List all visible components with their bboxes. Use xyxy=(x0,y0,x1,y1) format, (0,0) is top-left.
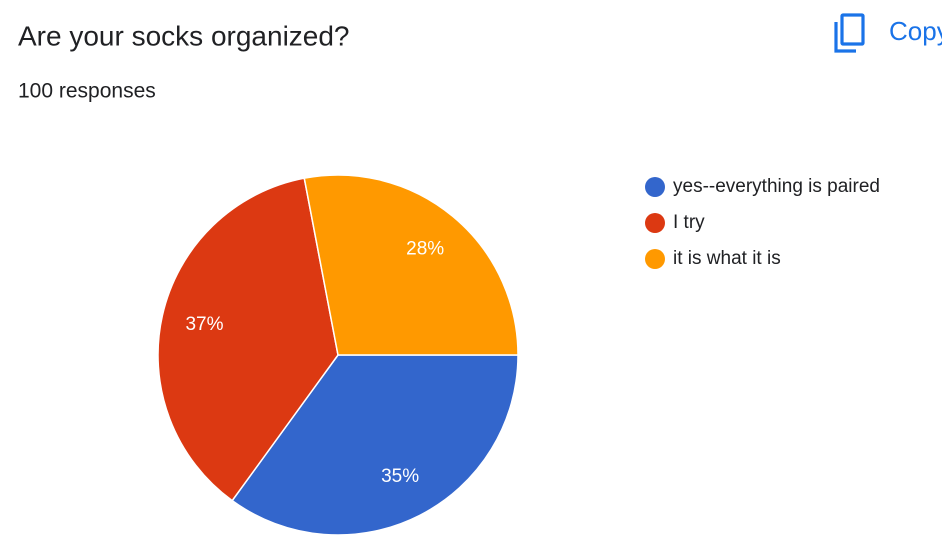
legend-swatch xyxy=(645,213,665,233)
legend-label: it is what it is xyxy=(673,248,781,269)
legend-label: yes--everything is paired xyxy=(673,176,880,197)
data-label: 37% xyxy=(185,314,223,335)
legend-swatch xyxy=(645,249,665,269)
chart-subtitle: 100 responses xyxy=(18,80,156,103)
data-label: 35% xyxy=(381,466,419,487)
legend-swatch xyxy=(645,177,665,197)
copy-button[interactable]: Copy xyxy=(834,13,942,53)
chart-title: Are your socks organized? xyxy=(18,20,350,51)
pie-slice xyxy=(157,177,339,502)
legend-label: I try xyxy=(673,212,705,233)
copy-label: Copy xyxy=(889,16,942,46)
copy-icon xyxy=(834,13,865,53)
pie-slice xyxy=(231,354,519,536)
data-label: 28% xyxy=(406,239,444,260)
pie-slice xyxy=(303,174,519,356)
